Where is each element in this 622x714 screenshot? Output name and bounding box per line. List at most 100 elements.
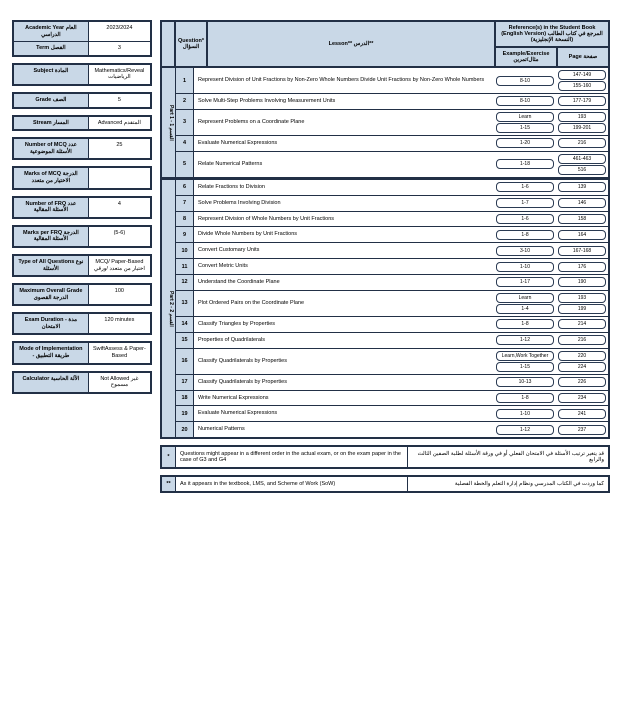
lesson-title: Relate Numerical Patterns: [194, 152, 494, 177]
lesson-row: 6Relate Fractions to Division1-6139: [176, 180, 608, 195]
meta-block: Calculator الآلة الحاسبةNot Allowed غير …: [12, 371, 152, 394]
example-cell: 1-20: [494, 136, 556, 151]
lesson-row: 9Divide Whole Numbers by Unit Fractions1…: [176, 226, 608, 242]
lesson-row: 8Represent Division of Whole Numbers by …: [176, 211, 608, 227]
example-cell: 1-17: [494, 275, 556, 290]
lesson-row: 13Plot Ordered Pairs on the Coordinate P…: [176, 290, 608, 316]
page-pill: 461-463: [558, 154, 606, 164]
meta-label: Number of MCQ عدد الأسئلة الموضوعية: [14, 139, 89, 158]
meta-row: Academic Year العام الدراسي2023/2024: [14, 22, 150, 42]
ref-pill: Learn: [496, 112, 554, 122]
lesson-title: Represent Division of Whole Numbers by U…: [194, 212, 494, 227]
page-cell: 220224: [556, 349, 608, 374]
meta-value: 4: [89, 198, 150, 217]
page-cell: 147-149155-160: [556, 68, 608, 93]
page-cell: 190: [556, 275, 608, 290]
lesson-number: 3: [176, 110, 194, 135]
ref-pill: 1-15: [496, 123, 554, 133]
lesson-number: 7: [176, 196, 194, 211]
meta-value: MCQ/ Paper-Based اختيار من متعدد /ورقي: [89, 256, 150, 275]
page-pill: 234: [558, 393, 606, 403]
page-cell: 167-168: [556, 243, 608, 258]
lesson-row: 19Evaluate Numerical Expressions1-10241: [176, 405, 608, 421]
hdr-q: Question* السؤال: [175, 21, 207, 67]
page-pill: 177-179: [558, 96, 606, 106]
ref-pill: 8-10: [496, 96, 554, 106]
lesson-number: 10: [176, 243, 194, 258]
example-cell: 1-10: [494, 406, 556, 421]
page-pill: 224: [558, 362, 606, 372]
page-pill: 176: [558, 262, 606, 272]
page-pill: 139: [558, 182, 606, 192]
example-cell: 1-10: [494, 259, 556, 274]
meta-label: Type of All Questions نوع الأسئلة: [14, 256, 89, 275]
lesson-title: Properties of Quadrilaterals: [194, 333, 494, 348]
meta-value: Mathematics/Reveal الرياضيات: [89, 65, 150, 84]
footer-tag: *: [162, 447, 176, 467]
lesson-title: Classify Triangles by Properties: [194, 317, 494, 332]
meta-value: 5: [89, 94, 150, 107]
lesson-row: 4Evaluate Numerical Expressions1-20216: [176, 135, 608, 151]
lesson-title: Understand the Coordinate Plane: [194, 275, 494, 290]
meta-label: Maximum Overall Grade الدرجة القصوى: [14, 285, 89, 304]
footer-note: **As it appears in the textbook, LMS, an…: [160, 475, 610, 493]
meta-row: Exam Duration - مدة الامتحان120 minutes: [14, 314, 150, 333]
meta-block: Stream المسارAdvanced المتقدم: [12, 115, 152, 132]
lesson-number: 11: [176, 259, 194, 274]
example-cell: 8-10: [494, 68, 556, 93]
page-cell: 216: [556, 136, 608, 151]
lesson-row: 2Solve Multi-Step Problems Involving Mea…: [176, 93, 608, 109]
page-pill: 164: [558, 230, 606, 240]
lesson-row: 5Relate Numerical Patterns1-18461-463516: [176, 151, 608, 177]
ref-pill: 1-4: [496, 304, 554, 314]
ref-pill: 1-8: [496, 319, 554, 329]
meta-label: Academic Year العام الدراسي: [14, 22, 89, 41]
lesson-row: 17Classify Quadrilaterals by Properties1…: [176, 374, 608, 390]
footer-text-ar: كما وردت في الكتاب المدرسي ونظام إدارة ا…: [407, 477, 608, 491]
ref-pill: 1-8: [496, 230, 554, 240]
lesson-title: Numerical Patterns: [194, 422, 494, 437]
meta-value: 120 minutes: [89, 314, 150, 333]
ref-pill: 1-15: [496, 362, 554, 372]
ref-pill: 1-6: [496, 214, 554, 224]
meta-value: 2023/2024: [89, 22, 150, 41]
lesson-number: 2: [176, 94, 194, 109]
page-cell: 216: [556, 333, 608, 348]
example-cell: 1-12: [494, 422, 556, 437]
lesson-row: 11Convert Metric Units1-10176: [176, 258, 608, 274]
lesson-number: 18: [176, 391, 194, 406]
lesson-number: 12: [176, 275, 194, 290]
example-cell: 1-6: [494, 180, 556, 195]
meta-block: Marks per FRQ الدرجة الأسئلة المقالية(5-…: [12, 225, 152, 248]
lesson-number: 9: [176, 227, 194, 242]
lesson-number: 20: [176, 422, 194, 437]
example-cell: 8-10: [494, 94, 556, 109]
page-pill: 167-168: [558, 246, 606, 256]
example-cell: 10-13: [494, 375, 556, 390]
ref-pill: 1-7: [496, 198, 554, 208]
lesson-number: 1: [176, 68, 194, 93]
lesson-number: 19: [176, 406, 194, 421]
meta-block: Subject المادةMathematics/Reveal الرياضي…: [12, 63, 152, 86]
meta-label: Stream المسار: [14, 117, 89, 130]
lesson-row: 12Understand the Coordinate Plane1-17190: [176, 274, 608, 290]
meta-row: Term الفصل3: [14, 42, 150, 55]
meta-row: Calculator الآلة الحاسبةNot Allowed غير …: [14, 373, 150, 392]
page-pill: 193: [558, 112, 606, 122]
lesson-title: Convert Customary Units: [194, 243, 494, 258]
meta-value: 100: [89, 285, 150, 304]
lesson-table: Part 1 - القسم 11Represent Division of U…: [160, 68, 610, 439]
page-cell: 193199-201: [556, 110, 608, 135]
lesson-title: Evaluate Numerical Expressions: [194, 136, 494, 151]
lesson-row: 18Write Numerical Expressions1-8234: [176, 390, 608, 406]
lesson-title: Represent Division of Unit Fractions by …: [194, 68, 494, 93]
example-cell: 1-12: [494, 333, 556, 348]
meta-value: 25: [89, 139, 150, 158]
page-pill: 147-149: [558, 70, 606, 80]
page-pill: 146: [558, 198, 606, 208]
lesson-title: Classify Quadrilaterals by Properties: [194, 349, 494, 374]
meta-row: Number of MCQ عدد الأسئلة الموضوعية25: [14, 139, 150, 158]
page-cell: 237: [556, 422, 608, 437]
meta-label: Exam Duration - مدة الامتحان: [14, 314, 89, 333]
meta-block: Mode of Implementation - طريقة التطبيقSw…: [12, 341, 152, 364]
